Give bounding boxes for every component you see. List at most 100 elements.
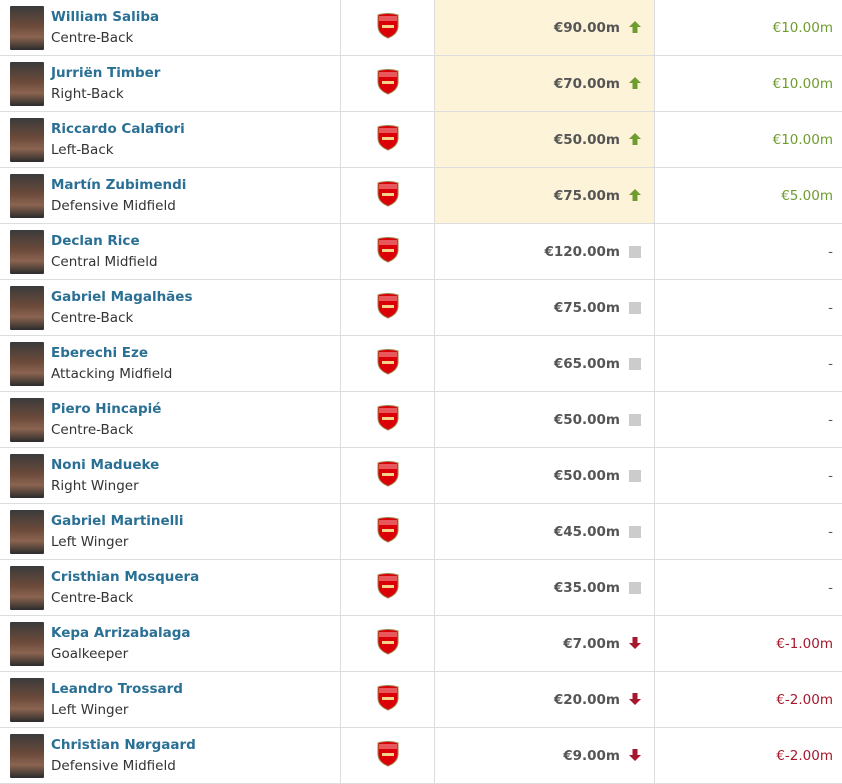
player-position: Centre-Back — [51, 420, 161, 440]
player-photo[interactable] — [10, 342, 44, 386]
market-value[interactable]: €50.00m — [554, 468, 620, 484]
arrow-down-icon — [628, 636, 642, 650]
arsenal-crest-icon[interactable] — [377, 405, 399, 435]
market-value[interactable]: €75.00m — [554, 300, 620, 316]
player-photo[interactable] — [10, 230, 44, 274]
player-name-link[interactable]: Gabriel Martinelli — [51, 512, 184, 530]
arsenal-crest-icon[interactable] — [377, 13, 399, 43]
value-change: €10.00m — [655, 112, 842, 168]
market-value[interactable]: €75.00m — [554, 188, 620, 204]
player-position: Left Winger — [51, 532, 184, 552]
arrow-up-icon — [628, 20, 642, 34]
table-row: Cristhian Mosquera Centre-Back €35.00m - — [0, 560, 842, 616]
market-value[interactable]: €65.00m — [554, 356, 620, 372]
market-value[interactable]: €50.00m — [554, 412, 620, 428]
market-value[interactable]: €9.00m — [563, 748, 620, 764]
player-name-link[interactable]: Jurriën Timber — [51, 64, 160, 82]
arrow-up-icon — [628, 76, 642, 90]
player-name-link[interactable]: Kepa Arrizabalaga — [51, 624, 191, 642]
no-change-icon — [629, 414, 641, 426]
player-name-link[interactable]: Piero Hincapié — [51, 400, 161, 418]
player-name-link[interactable]: Noni Madueke — [51, 456, 159, 474]
table-row: Kepa Arrizabalaga Goalkeeper €7.00m €-1.… — [0, 616, 842, 672]
no-change-icon — [629, 302, 641, 314]
arsenal-crest-icon[interactable] — [377, 181, 399, 211]
player-position: Defensive Midfield — [51, 196, 186, 216]
player-photo[interactable] — [10, 454, 44, 498]
market-value[interactable]: €50.00m — [554, 132, 620, 148]
value-change: €-2.00m — [655, 728, 842, 784]
player-position: Defensive Midfield — [51, 756, 196, 776]
player-name-link[interactable]: Leandro Trossard — [51, 680, 183, 698]
player-photo[interactable] — [10, 566, 44, 610]
market-value[interactable]: €45.00m — [554, 524, 620, 540]
table-row: Piero Hincapié Centre-Back €50.00m - — [0, 392, 842, 448]
player-photo[interactable] — [10, 678, 44, 722]
player-name-link[interactable]: Martín Zubimendi — [51, 176, 186, 194]
table-row: Gabriel Magalhães Centre-Back €75.00m - — [0, 280, 842, 336]
value-change: €5.00m — [655, 168, 842, 224]
no-change-icon — [629, 246, 641, 258]
player-position: Right-Back — [51, 84, 160, 104]
table-row: Riccardo Calafiori Left-Back €50.00m €10… — [0, 112, 842, 168]
player-position: Central Midfield — [51, 252, 158, 272]
player-photo[interactable] — [10, 174, 44, 218]
market-value[interactable]: €35.00m — [554, 580, 620, 596]
market-value[interactable]: €20.00m — [554, 692, 620, 708]
player-name-link[interactable]: Gabriel Magalhães — [51, 288, 192, 306]
player-position: Left Winger — [51, 700, 183, 720]
table-row: Eberechi Eze Attacking Midfield €65.00m … — [0, 336, 842, 392]
player-name-link[interactable]: Christian Nørgaard — [51, 736, 196, 754]
table-row: Jurriën Timber Right-Back €70.00m €10.00… — [0, 56, 842, 112]
arrow-up-icon — [628, 188, 642, 202]
value-change: - — [655, 280, 842, 336]
value-change: €-1.00m — [655, 616, 842, 672]
value-change: €10.00m — [655, 0, 842, 56]
player-name-link[interactable]: Eberechi Eze — [51, 344, 172, 362]
player-name-link[interactable]: Riccardo Calafiori — [51, 120, 185, 138]
player-photo[interactable] — [10, 398, 44, 442]
player-photo[interactable] — [10, 286, 44, 330]
player-name-link[interactable]: Cristhian Mosquera — [51, 568, 199, 586]
value-change: €-2.00m — [655, 672, 842, 728]
player-photo[interactable] — [10, 622, 44, 666]
player-photo[interactable] — [10, 6, 44, 50]
arsenal-crest-icon[interactable] — [377, 349, 399, 379]
arsenal-crest-icon[interactable] — [377, 573, 399, 603]
table-row: Christian Nørgaard Defensive Midfield €9… — [0, 728, 842, 784]
arsenal-crest-icon[interactable] — [377, 517, 399, 547]
market-value[interactable]: €7.00m — [563, 636, 620, 652]
no-change-icon — [629, 526, 641, 538]
arsenal-crest-icon[interactable] — [377, 741, 399, 771]
player-position: Right Winger — [51, 476, 159, 496]
arsenal-crest-icon[interactable] — [377, 293, 399, 323]
player-position: Left-Back — [51, 140, 185, 160]
table-row: Gabriel Martinelli Left Winger €45.00m - — [0, 504, 842, 560]
arsenal-crest-icon[interactable] — [377, 125, 399, 155]
market-value[interactable]: €90.00m — [554, 20, 620, 36]
arsenal-crest-icon[interactable] — [377, 685, 399, 715]
table-row: William Saliba Centre-Back €90.00m €10.0… — [0, 0, 842, 56]
arsenal-crest-icon[interactable] — [377, 461, 399, 491]
no-change-icon — [629, 582, 641, 594]
value-change: €10.00m — [655, 56, 842, 112]
player-position: Attacking Midfield — [51, 364, 172, 384]
player-photo[interactable] — [10, 62, 44, 106]
arrow-down-icon — [628, 692, 642, 706]
arsenal-crest-icon[interactable] — [377, 237, 399, 267]
arsenal-crest-icon[interactable] — [377, 69, 399, 99]
market-value[interactable]: €70.00m — [554, 76, 620, 92]
arsenal-crest-icon[interactable] — [377, 629, 399, 659]
value-change: - — [655, 560, 842, 616]
value-change: - — [655, 224, 842, 280]
player-name-link[interactable]: William Saliba — [51, 8, 159, 26]
arrow-up-icon — [628, 132, 642, 146]
player-position: Goalkeeper — [51, 644, 191, 664]
player-name-link[interactable]: Declan Rice — [51, 232, 158, 250]
market-value[interactable]: €120.00m — [544, 244, 620, 260]
player-photo[interactable] — [10, 734, 44, 778]
player-photo[interactable] — [10, 510, 44, 554]
player-photo[interactable] — [10, 118, 44, 162]
value-change: - — [655, 448, 842, 504]
